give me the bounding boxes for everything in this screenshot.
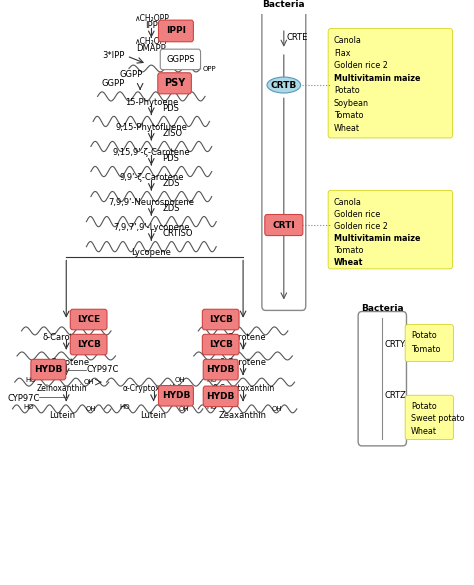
Text: γ-Carotene: γ-Carotene bbox=[220, 333, 266, 342]
Text: OH: OH bbox=[175, 377, 186, 383]
FancyBboxPatch shape bbox=[158, 73, 191, 94]
FancyBboxPatch shape bbox=[31, 359, 66, 380]
Text: LYCE: LYCE bbox=[77, 315, 100, 324]
Text: OH: OH bbox=[271, 406, 282, 412]
Text: LYCB: LYCB bbox=[209, 340, 233, 349]
Text: Potato: Potato bbox=[411, 401, 437, 411]
Text: Wheat: Wheat bbox=[411, 426, 437, 436]
Text: Lutein: Lutein bbox=[140, 411, 166, 420]
Text: 15-Phytoene: 15-Phytoene bbox=[125, 98, 178, 107]
FancyBboxPatch shape bbox=[70, 334, 107, 355]
Text: PDS: PDS bbox=[163, 104, 179, 113]
FancyBboxPatch shape bbox=[70, 309, 107, 330]
Text: ∧CH₂OPP: ∧CH₂OPP bbox=[134, 15, 169, 23]
Text: GGPP: GGPP bbox=[119, 70, 143, 79]
Text: Sweet potato: Sweet potato bbox=[411, 414, 465, 423]
FancyBboxPatch shape bbox=[405, 395, 454, 439]
Text: PDS: PDS bbox=[163, 154, 179, 163]
Text: β-Carotene: β-Carotene bbox=[219, 358, 266, 367]
FancyBboxPatch shape bbox=[265, 215, 303, 236]
Text: HYDB: HYDB bbox=[34, 365, 63, 374]
FancyBboxPatch shape bbox=[158, 386, 193, 406]
Text: OH: OH bbox=[83, 379, 94, 385]
Text: Canola: Canola bbox=[334, 198, 362, 207]
Text: OH: OH bbox=[179, 406, 189, 412]
Text: 7,9,9'-Neurosporene: 7,9,9'-Neurosporene bbox=[108, 198, 194, 207]
Text: CRTZ: CRTZ bbox=[384, 391, 406, 400]
Text: HO: HO bbox=[119, 404, 130, 410]
Text: ZDS: ZDS bbox=[163, 179, 180, 188]
Ellipse shape bbox=[267, 77, 301, 93]
Text: Potato: Potato bbox=[334, 86, 360, 95]
Text: PSY: PSY bbox=[164, 78, 185, 88]
Text: Canola: Canola bbox=[334, 36, 362, 45]
Text: ZISO: ZISO bbox=[163, 129, 182, 138]
Text: HO: HO bbox=[207, 377, 217, 383]
Text: Multivitamin maize: Multivitamin maize bbox=[334, 233, 420, 243]
Text: Tomato: Tomato bbox=[334, 246, 364, 254]
Text: α-Carotene: α-Carotene bbox=[43, 358, 90, 367]
FancyBboxPatch shape bbox=[405, 325, 454, 362]
Text: IPP: IPP bbox=[145, 20, 158, 30]
FancyBboxPatch shape bbox=[202, 309, 239, 330]
Text: Wheat: Wheat bbox=[334, 124, 360, 133]
Text: Bacteria: Bacteria bbox=[263, 1, 305, 9]
FancyBboxPatch shape bbox=[203, 359, 238, 380]
FancyBboxPatch shape bbox=[358, 312, 407, 446]
Text: Tomato: Tomato bbox=[334, 111, 364, 121]
Text: IPPI: IPPI bbox=[166, 26, 186, 36]
Text: 9,9'-ζ-Carotene: 9,9'-ζ-Carotene bbox=[119, 173, 183, 183]
FancyBboxPatch shape bbox=[158, 20, 193, 42]
Text: GGPP: GGPP bbox=[101, 79, 125, 88]
Text: DMAPP: DMAPP bbox=[137, 43, 166, 53]
FancyBboxPatch shape bbox=[262, 8, 306, 311]
Text: OH: OH bbox=[85, 406, 96, 412]
Text: GGPPS: GGPPS bbox=[166, 55, 195, 64]
Text: CRTB: CRTB bbox=[271, 81, 297, 90]
FancyBboxPatch shape bbox=[160, 49, 201, 70]
Text: Multivitamin maize: Multivitamin maize bbox=[334, 74, 420, 82]
Text: CYP97C: CYP97C bbox=[86, 365, 119, 374]
Text: HO: HO bbox=[207, 404, 217, 410]
Text: 3*IPP: 3*IPP bbox=[102, 51, 125, 60]
Text: Wheat: Wheat bbox=[334, 257, 364, 267]
Text: ZDS: ZDS bbox=[163, 204, 180, 213]
Text: CRTE: CRTE bbox=[286, 33, 308, 42]
FancyBboxPatch shape bbox=[328, 29, 453, 138]
Text: α-Cryptoxanthin: α-Cryptoxanthin bbox=[122, 384, 185, 394]
FancyBboxPatch shape bbox=[202, 334, 239, 355]
Text: Golden rice: Golden rice bbox=[334, 209, 380, 219]
Text: Lutein: Lutein bbox=[49, 411, 75, 420]
Text: CRTISO: CRTISO bbox=[163, 229, 193, 238]
Text: CYP97C: CYP97C bbox=[7, 394, 39, 402]
Text: HO: HO bbox=[25, 377, 36, 383]
Text: δ-Carotene: δ-Carotene bbox=[43, 333, 90, 342]
Text: HYDB: HYDB bbox=[207, 392, 235, 401]
Text: 9,15-Phytofluene: 9,15-Phytofluene bbox=[115, 123, 187, 132]
Text: Zeaxanthin: Zeaxanthin bbox=[219, 411, 267, 420]
Text: Lycopene: Lycopene bbox=[131, 249, 171, 257]
Text: ∧CH₂OPP: ∧CH₂OPP bbox=[134, 37, 169, 46]
Text: HYDB: HYDB bbox=[207, 365, 235, 374]
Text: LYCB: LYCB bbox=[77, 340, 100, 349]
Text: HYDB: HYDB bbox=[162, 391, 190, 400]
Text: OPP: OPP bbox=[203, 66, 217, 71]
Text: 7,9,7',9'-Lycopene: 7,9,7',9'-Lycopene bbox=[113, 223, 190, 232]
Text: Golden rice 2: Golden rice 2 bbox=[334, 222, 388, 230]
Text: β-Cryptoxanthin: β-Cryptoxanthin bbox=[212, 384, 274, 394]
Text: Tomato: Tomato bbox=[411, 345, 440, 353]
Text: Potato: Potato bbox=[411, 331, 437, 340]
FancyBboxPatch shape bbox=[328, 190, 453, 269]
Text: Golden rice 2: Golden rice 2 bbox=[334, 61, 388, 70]
Text: Bacteria: Bacteria bbox=[361, 304, 404, 313]
FancyBboxPatch shape bbox=[203, 386, 238, 407]
Text: CRTI: CRTI bbox=[273, 221, 295, 229]
Text: Zeinoxanthin: Zeinoxanthin bbox=[36, 384, 87, 394]
Text: Soybean: Soybean bbox=[334, 99, 369, 108]
Text: LYCB: LYCB bbox=[209, 315, 233, 324]
Text: Flax: Flax bbox=[334, 49, 350, 58]
Text: HO: HO bbox=[23, 404, 34, 410]
Text: CRTY: CRTY bbox=[384, 340, 406, 349]
Text: 9,15,9'-ζ-Carotene: 9,15,9'-ζ-Carotene bbox=[112, 148, 190, 157]
